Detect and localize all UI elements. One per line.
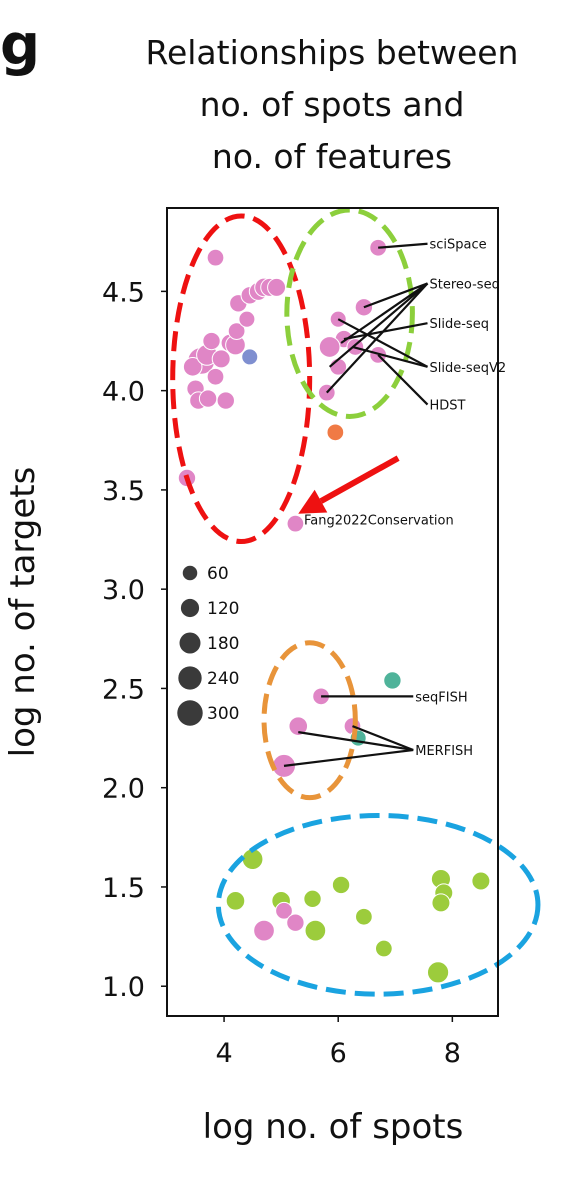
highlight-arrow-shaft — [319, 455, 400, 504]
x-tick-label: 8 — [444, 1038, 461, 1069]
data-point — [206, 367, 225, 386]
data-point — [202, 331, 221, 351]
chart-title-line-2: no. of spots and — [200, 85, 465, 124]
plot-frame — [166, 207, 499, 1017]
data-point — [431, 893, 451, 913]
annotation-leader-line — [377, 354, 429, 406]
data-point — [383, 671, 402, 690]
x-tick-label: 4 — [215, 1038, 232, 1069]
data-point — [286, 514, 305, 533]
chart-title-line-3: no. of features — [212, 137, 452, 176]
data-point — [355, 907, 373, 926]
annotation-leader-line — [343, 322, 428, 341]
size-legend-marker — [180, 598, 200, 618]
size-legend-label: 240 — [207, 669, 239, 689]
data-point — [198, 389, 218, 408]
size-legend-marker — [182, 565, 198, 581]
size-legend-marker — [177, 700, 203, 726]
y-tick-label: 1.5 — [102, 873, 145, 904]
annotation-leader-line — [378, 242, 428, 249]
annotation-label: MERFISH — [415, 744, 473, 759]
data-point — [241, 348, 259, 366]
annotation-label: seqFISH — [415, 690, 467, 705]
data-point — [288, 716, 309, 736]
annotation-leader-line — [337, 318, 429, 368]
data-point — [206, 248, 225, 267]
data-point — [225, 891, 246, 911]
plot-area: 4 6 8 1.0 1.5 2.0 2.5 3.0 3.5 4.0 4.5 sciSpace Stere… — [102, 207, 541, 1069]
y-tick-label: 4.5 — [102, 277, 145, 308]
data-point — [286, 913, 305, 932]
highlight-ellipse — [284, 207, 415, 419]
data-point — [216, 391, 235, 410]
data-point — [227, 322, 246, 340]
data-point — [326, 423, 345, 442]
data-point — [211, 349, 231, 369]
y-tick-label: 2.5 — [102, 674, 145, 705]
y-tick-label: 3.0 — [102, 575, 145, 606]
annotation-leader-line — [352, 725, 414, 751]
annotation-label: Stereo-seq — [430, 277, 500, 292]
data-point — [275, 901, 293, 920]
y-axis-label: log no. of targets — [3, 467, 43, 758]
highlight-ellipse — [261, 640, 358, 801]
highlight-ellipse — [170, 213, 313, 545]
data-point — [331, 875, 351, 895]
data-point — [374, 939, 393, 958]
size-legend-marker — [178, 666, 202, 690]
size-legend-label: 120 — [207, 599, 239, 619]
size-legend-label: 60 — [207, 564, 229, 584]
annotation-label: Slide-seqV2 — [430, 361, 507, 376]
highlight-ellipse — [215, 812, 541, 997]
x-tick-label: 6 — [330, 1038, 347, 1069]
annotation-leader-line — [340, 282, 429, 344]
y-tick-label: 3.5 — [102, 476, 145, 507]
annotation-label: HDST — [430, 399, 466, 414]
data-point — [182, 357, 203, 377]
y-tick-label: 1.0 — [102, 972, 145, 1003]
annotation-leader-line — [325, 282, 429, 394]
y-tick-label: 4.0 — [102, 377, 145, 408]
data-point — [253, 919, 275, 942]
annotation-label: Fang2022Conservation — [304, 514, 454, 529]
annotation-label: sciSpace — [430, 238, 487, 253]
data-point — [303, 889, 322, 909]
chart-title-line-1: Relationships between — [146, 33, 519, 72]
x-axis-label: log no. of spots — [203, 1107, 464, 1147]
annotation-leader-line — [328, 282, 429, 368]
size-legend-marker — [179, 632, 201, 654]
annotation-leader-line — [298, 731, 414, 752]
data-point — [426, 961, 450, 984]
data-point — [267, 277, 287, 297]
y-tick-label: 2.0 — [102, 774, 145, 805]
annotation-leader-line — [352, 345, 428, 368]
size-legend-label: 300 — [207, 704, 239, 724]
annotation-leader-line — [283, 748, 414, 767]
annotation-label: Slide-seq — [430, 317, 489, 332]
panel-letter: g — [0, 13, 40, 78]
data-point — [238, 310, 256, 328]
data-point — [318, 336, 341, 358]
size-legend-label: 180 — [207, 634, 239, 654]
highlight-arrow-head — [298, 489, 328, 514]
data-point — [304, 919, 327, 942]
data-point — [471, 871, 491, 891]
annotation-leader-line — [363, 282, 428, 309]
